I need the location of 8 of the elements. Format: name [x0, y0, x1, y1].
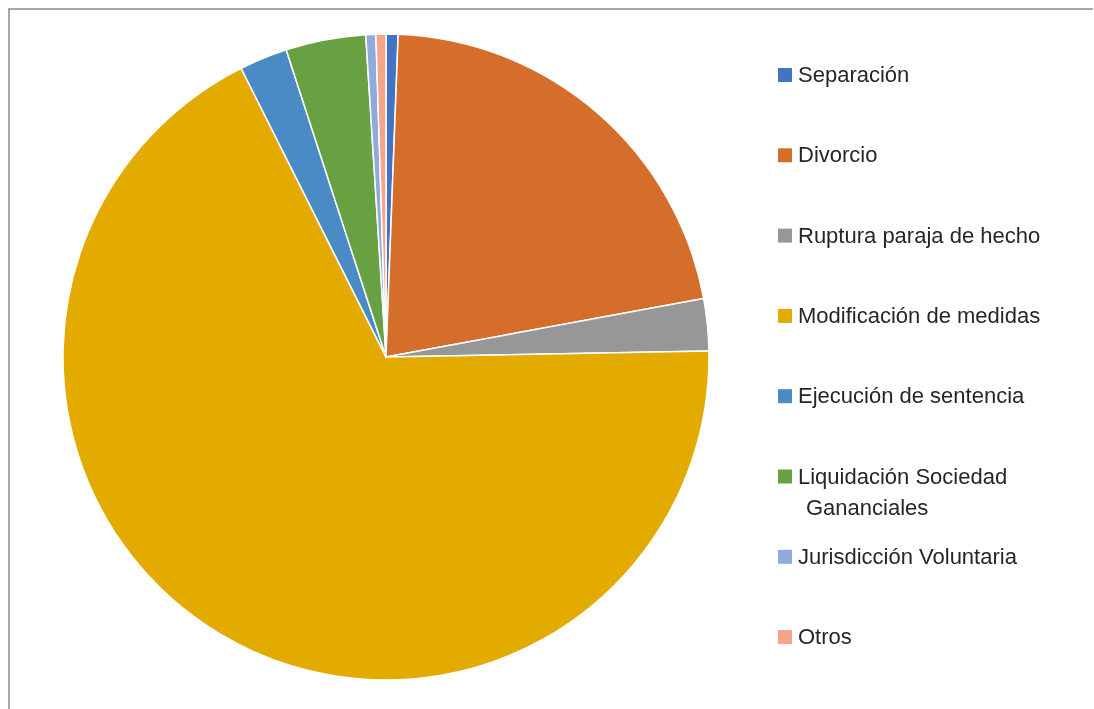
legend-label: Separación [798, 62, 910, 87]
legend-label: Otros [798, 624, 852, 650]
legend-label: Ejecución de sentencia [798, 383, 1026, 409]
legend-label: Liquidación Sociedad Gananciales [798, 463, 1008, 520]
legend-label: Jurisdicción Voluntaria [798, 543, 1018, 569]
legend-label: Divorcio [798, 142, 878, 168]
legend-label: Ruptura paraja de hecho [798, 222, 1041, 248]
legend-label: Modificación de medidas [798, 302, 1041, 328]
